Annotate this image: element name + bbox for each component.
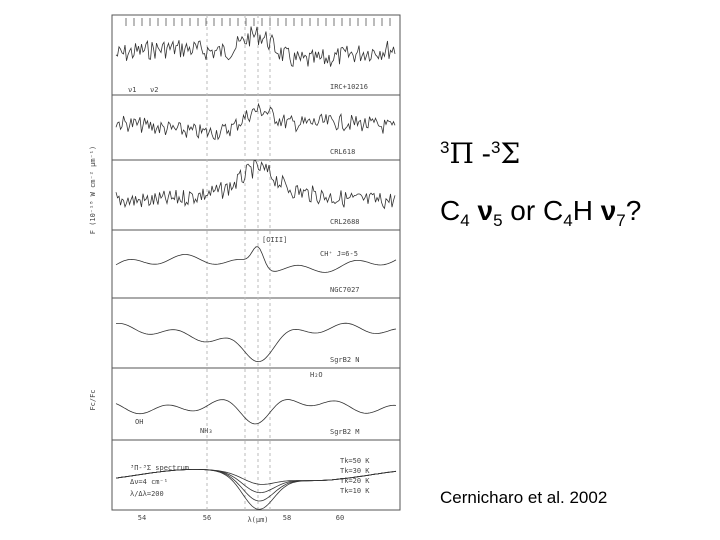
sup: 3 [491,138,500,157]
citation: Cernicharo et al. 2002 [440,488,607,507]
model-temp: Tk=50 K [340,457,370,465]
x-tick-label: 60 [336,514,344,522]
top-label: ν2 [150,86,158,94]
panel-label: SgrB2 N [330,356,360,364]
spectrum [115,26,396,67]
spectrum [115,159,396,210]
panel-label: IRC+10216 [330,83,368,91]
model-title: ³Π-³Σ spectrum [130,464,189,472]
text: H [573,195,601,226]
x-label: λ(μm) [247,516,268,524]
annotation: H₂O [310,371,323,379]
model-text: λ/Δλ=200 [130,490,164,498]
sub: 7 [616,211,625,230]
sup: 3 [440,138,449,157]
text: or C [503,195,564,226]
sub: 5 [493,211,502,230]
annotation: NH₃ [200,427,213,435]
question: C4 ν5 or C4H ν7? [440,195,641,230]
annotation: [OIII] [262,236,287,244]
model-temp: Tk=20 K [340,477,370,485]
panel-label: CRL2688 [330,218,360,226]
ratio-label: Fc/Fc [89,389,97,410]
figure: F (10⁻¹⁸ W cm⁻² μm⁻¹) Fc/Fc ν1 ν2 [OIII]… [89,14,401,524]
figure-frame [111,14,401,511]
sub: 4 [460,211,469,230]
text: ? [626,195,642,226]
model-text: Δν=4 cm⁻¹ [130,478,168,486]
panel-label: SgrB2 M [330,428,360,436]
panel-label: NGC7027 [330,286,360,294]
annotation: CH⁺ J=6-5 [320,250,358,258]
panel-label: CRL618 [330,148,355,156]
y-label: F (10⁻¹⁸ W cm⁻² μm⁻¹) [89,146,97,235]
text: Σ [500,137,520,170]
spectrum [115,322,397,363]
heading: 3Π -3Σ [440,137,520,170]
text: ν [601,195,617,226]
model-temp: Tk=10 K [340,487,370,495]
x-tick-label: 56 [203,514,211,522]
spectrum [115,399,397,425]
text: C [440,195,460,226]
top-label: ν1 [128,86,136,94]
annotation: OH [135,418,143,426]
spectrum [115,469,397,510]
text: ν [470,195,493,226]
text: - [474,138,491,169]
model-temp: Tk=30 K [340,467,370,475]
spectrum [115,246,397,273]
x-tick-label: 54 [138,514,146,522]
sub: 4 [563,211,572,230]
text: Π [449,137,473,170]
spectrum [115,102,396,141]
x-tick-label: 58 [283,514,291,522]
